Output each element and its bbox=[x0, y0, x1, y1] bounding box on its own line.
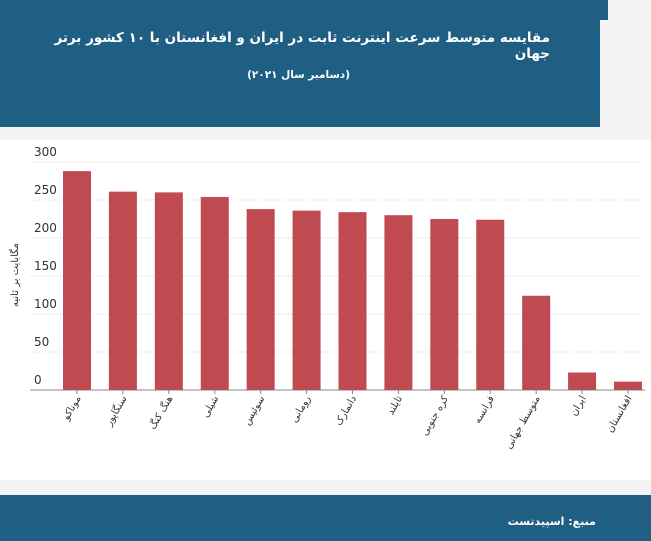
footer-band: منبع: اسپیدتست bbox=[0, 495, 651, 541]
x-tick-label: متوسط جهانی bbox=[503, 394, 542, 451]
bar bbox=[63, 171, 91, 390]
bar bbox=[108, 191, 137, 390]
bar bbox=[476, 219, 505, 390]
y-tick-label: 150 bbox=[34, 259, 57, 273]
y-tick-label: 300 bbox=[34, 145, 57, 159]
bar bbox=[292, 210, 321, 390]
x-tick-label: سوئیس bbox=[242, 394, 268, 427]
y-tick-label: 200 bbox=[34, 221, 57, 235]
x-tick-label: ایران bbox=[569, 394, 589, 418]
chart-title: مقایسه متوسط سرعت اینترنت ثابت در ایران … bbox=[54, 30, 550, 62]
y-tick-label: 100 bbox=[34, 297, 57, 311]
chart-area: 0 50 100 150 200 250 300 مگابایت بر ثانیه موناکو… bbox=[0, 140, 651, 480]
bar-chart: 0 50 100 150 200 250 300 مگابایت بر ثانیه موناکو… bbox=[9, 145, 645, 451]
x-tick-label: هنگ کنگ bbox=[146, 394, 175, 432]
chart-subtitle: (دسامبر سال ۲۰۲۱) bbox=[247, 69, 350, 81]
x-tick-label: کره جنوبی bbox=[419, 394, 451, 438]
x-tick-label: افغانستان bbox=[605, 394, 635, 435]
x-tick-label: شیلی bbox=[200, 394, 221, 419]
header-tab bbox=[600, 0, 608, 20]
x-tick-label: فرانسه bbox=[472, 394, 497, 426]
x-tick-label: رومانی bbox=[289, 394, 313, 425]
bar bbox=[568, 372, 597, 390]
y-tick-label: 50 bbox=[34, 335, 49, 349]
bar bbox=[154, 192, 183, 390]
bar bbox=[338, 212, 367, 390]
x-tick-label: سنگاپور bbox=[102, 394, 129, 429]
bar bbox=[522, 295, 551, 390]
bar bbox=[614, 381, 642, 390]
y-tick-label: 250 bbox=[34, 183, 57, 197]
header-band: مقایسه متوسط سرعت اینترنت ثابت در ایران … bbox=[0, 0, 600, 127]
bar bbox=[430, 219, 459, 390]
x-tick-label: تایلند bbox=[385, 394, 405, 417]
bar bbox=[384, 215, 413, 390]
x-tick-label: موناکو bbox=[60, 394, 83, 423]
y-axis-label: مگابایت بر ثانیه bbox=[9, 243, 21, 307]
bar bbox=[200, 196, 229, 390]
y-tick-label: 0 bbox=[34, 373, 42, 387]
source-text: منبع: اسپیدتست bbox=[507, 515, 596, 528]
bar bbox=[246, 209, 275, 390]
x-tick-label: دانمارک bbox=[333, 394, 359, 428]
